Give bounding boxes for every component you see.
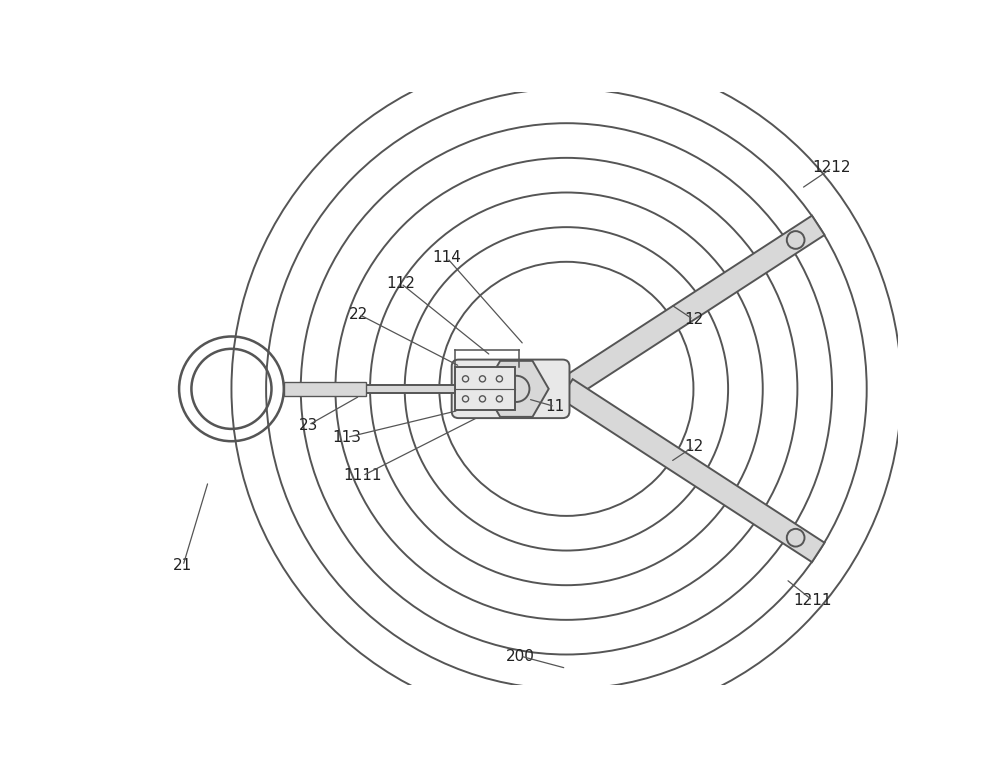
- Text: 12: 12: [684, 312, 703, 327]
- Text: 1111: 1111: [343, 468, 382, 484]
- Bar: [284, 382, 366, 396]
- Text: 1211: 1211: [794, 593, 832, 608]
- Text: 11: 11: [545, 399, 564, 414]
- Text: 112: 112: [386, 276, 415, 291]
- FancyBboxPatch shape: [452, 360, 569, 418]
- Text: 113: 113: [332, 430, 361, 445]
- Bar: [455, 367, 515, 410]
- Text: 200: 200: [506, 648, 535, 664]
- Bar: [366, 385, 455, 393]
- Text: 23: 23: [299, 417, 318, 433]
- Text: 21: 21: [173, 558, 193, 574]
- Polygon shape: [560, 379, 825, 562]
- Text: 114: 114: [433, 250, 461, 266]
- Text: 12: 12: [684, 439, 703, 454]
- Text: 22: 22: [349, 306, 368, 322]
- Text: 1212: 1212: [813, 160, 851, 176]
- Polygon shape: [560, 216, 825, 399]
